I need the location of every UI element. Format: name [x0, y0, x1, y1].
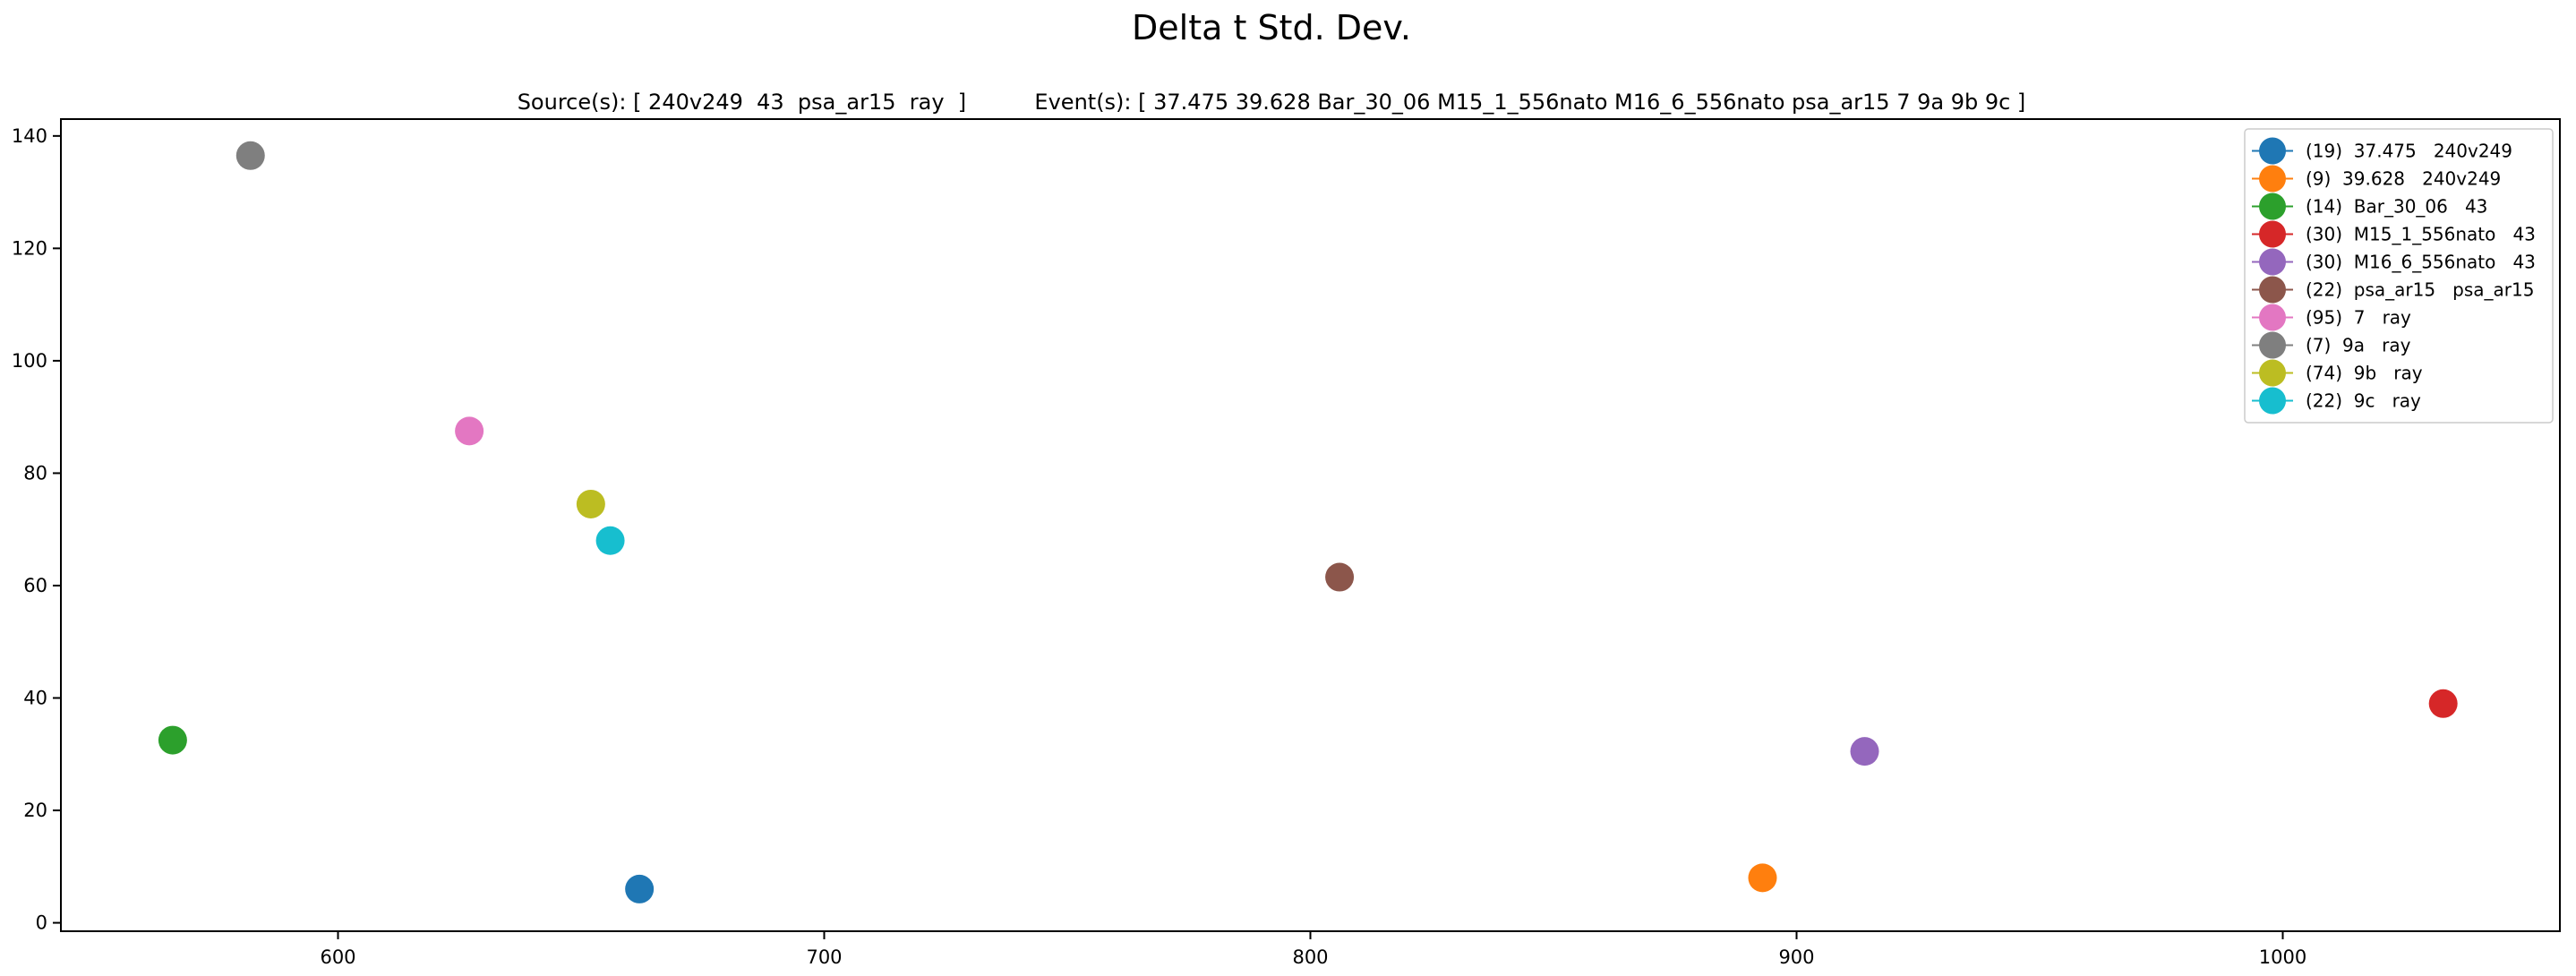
- legend-item: (74) 9b ray: [2252, 359, 2423, 387]
- y-tick-label: 0: [36, 912, 47, 934]
- legend-marker: [2259, 165, 2286, 193]
- y-tick-label: 100: [12, 350, 47, 372]
- legend-item: (30) M15_1_556nato 43: [2252, 220, 2536, 248]
- data-points: [158, 141, 2458, 903]
- x-tick-label: 600: [320, 946, 355, 968]
- legend-marker: [2259, 220, 2286, 248]
- legend-marker: [2259, 387, 2286, 415]
- legend: (19) 37.475 240v249 (9) 39.628 240v249 (14…: [2244, 128, 2554, 424]
- legend-frame: [2244, 128, 2554, 424]
- legend-marker: [2259, 331, 2286, 359]
- chart-title: Delta t Std. Dev.: [1132, 8, 1411, 47]
- data-point: [235, 141, 265, 170]
- legend-item: (22) psa_ar15 psa_ar15: [2252, 276, 2534, 304]
- legend-label: (7) 9a ray: [2306, 335, 2411, 356]
- chart-subtitle: Source(s): [ 240v249 43 psa_ar15 ray ] E…: [518, 90, 2026, 115]
- legend-item: (22) 9c ray: [2252, 387, 2421, 415]
- legend-item: (7) 9a ray: [2252, 331, 2411, 359]
- x-axis: 600 700 800 900 1000: [320, 931, 2306, 968]
- y-axis: 0 20 40 60 80 100 120 140: [12, 125, 61, 934]
- plot-frame: [60, 118, 2561, 932]
- legend-label: (74) 9b ray: [2306, 363, 2423, 384]
- x-tick-label: 900: [1778, 946, 1814, 968]
- legend-marker: [2259, 193, 2286, 220]
- legend-marker: [2259, 137, 2286, 165]
- legend-marker: [2259, 359, 2286, 387]
- data-point: [1325, 562, 1355, 592]
- legend-label: (95) 7 ray: [2306, 307, 2411, 329]
- legend-item: (14) Bar_30_06 43: [2252, 193, 2487, 220]
- data-point: [1748, 863, 1777, 893]
- legend-label: (14) Bar_30_06 43: [2306, 196, 2487, 218]
- data-point: [576, 489, 605, 518]
- y-tick-label: 140: [12, 125, 47, 147]
- legend-label: (19) 37.475 240v249: [2306, 141, 2512, 162]
- y-tick-label: 20: [23, 800, 47, 821]
- data-point: [1850, 737, 1879, 766]
- y-tick-label: 40: [23, 688, 47, 709]
- y-tick-label: 120: [12, 237, 47, 259]
- legend-marker: [2259, 276, 2286, 304]
- data-point: [158, 725, 187, 755]
- x-tick-label: 700: [806, 946, 842, 968]
- legend-label: (30) M16_6_556nato 43: [2306, 252, 2536, 273]
- legend-label: (30) M15_1_556nato 43: [2306, 224, 2536, 245]
- legend-marker: [2259, 304, 2286, 331]
- y-tick-label: 80: [23, 462, 47, 484]
- legend-label: (9) 39.628 240v249: [2306, 168, 2501, 190]
- legend-marker: [2259, 248, 2286, 276]
- legend-item: (95) 7 ray: [2252, 304, 2411, 331]
- data-point: [2428, 689, 2458, 718]
- legend-label: (22) psa_ar15 psa_ar15: [2306, 279, 2534, 301]
- legend-item: (19) 37.475 240v249: [2252, 137, 2512, 165]
- x-tick-label: 1000: [2259, 946, 2306, 968]
- y-tick-label: 60: [23, 575, 47, 596]
- legend-item: (9) 39.628 240v249: [2252, 165, 2501, 193]
- data-point: [625, 874, 655, 903]
- legend-label: (22) 9c ray: [2306, 390, 2421, 412]
- legend-item: (30) M16_6_556nato 43: [2252, 248, 2536, 276]
- data-point: [455, 416, 484, 446]
- data-point: [595, 526, 625, 555]
- x-tick-label: 800: [1292, 946, 1328, 968]
